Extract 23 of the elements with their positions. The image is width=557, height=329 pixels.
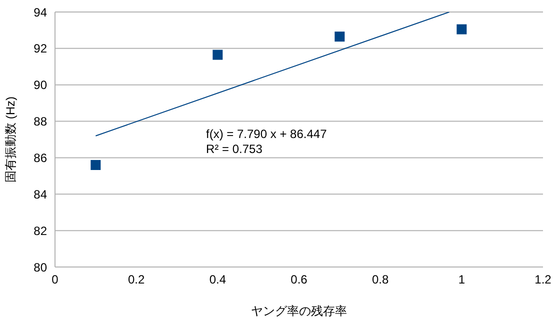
y-tick-label: 84 <box>34 187 48 202</box>
x-tick-label: 0.6 <box>290 272 308 287</box>
x-tick-label: 0.4 <box>209 272 226 287</box>
point <box>334 32 345 42</box>
x-tick-label: 0.8 <box>372 272 389 287</box>
x-axis-title: ヤング率の残存率 <box>251 304 347 318</box>
annotation: f(x) = 7.790 x + 86.447 <box>206 127 327 141</box>
y-tick-label: 90 <box>34 78 48 92</box>
y-tick-label: 80 <box>34 260 48 274</box>
x-tick-label: 1 <box>458 272 466 287</box>
x-tick-label: 0.2 <box>128 272 145 287</box>
point <box>212 50 223 60</box>
y-axis-title: 固有振動数 (Hz) <box>3 96 18 182</box>
annotation: R² = 0.753 <box>206 142 262 156</box>
point <box>456 24 467 34</box>
point <box>90 160 101 170</box>
y-tick-label: 88 <box>34 114 48 129</box>
y-tick-label: 94 <box>34 5 48 20</box>
y-tick-label: 86 <box>34 150 48 165</box>
x-tick-label: 0 <box>52 272 59 287</box>
y-tick-label: 82 <box>34 224 48 238</box>
y-tick-label: 92 <box>34 42 48 56</box>
x-tick-label: 1.2 <box>534 272 552 287</box>
